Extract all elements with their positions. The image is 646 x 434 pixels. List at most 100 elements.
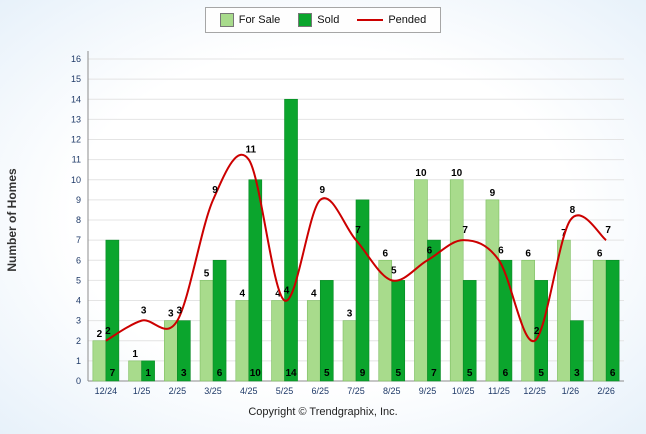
bar-for-sale bbox=[521, 259, 535, 382]
legend-label-sold: Sold bbox=[317, 14, 340, 26]
for-sale-value-label: 3 bbox=[347, 309, 353, 320]
for-sale-value-label: 9 bbox=[490, 188, 496, 199]
bar-sold bbox=[212, 259, 227, 382]
y-tick-label: 9 bbox=[76, 195, 81, 205]
sold-value-label: 7 bbox=[431, 368, 437, 379]
x-tick-label: 7/25 bbox=[347, 386, 365, 396]
pended-line bbox=[105, 153, 607, 342]
pended-value-label: 2 bbox=[105, 326, 111, 337]
bar-sold bbox=[248, 179, 263, 382]
legend-item-for-sale: For Sale bbox=[219, 13, 280, 27]
for-sale-value-label: 1 bbox=[132, 349, 138, 360]
pended-value-label: 3 bbox=[177, 306, 183, 317]
y-axis-title: Number of Homes bbox=[5, 168, 19, 272]
x-tick-label: 12/25 bbox=[523, 386, 546, 396]
sold-value-label: 5 bbox=[395, 368, 401, 379]
y-tick-label: 6 bbox=[76, 255, 81, 265]
x-tick-label: 2/25 bbox=[169, 386, 187, 396]
pended-value-label: 7 bbox=[462, 225, 468, 236]
pended-value-label: 7 bbox=[355, 225, 361, 236]
for-sale-value-label: 4 bbox=[275, 289, 281, 300]
for-sale-value-label: 10 bbox=[451, 168, 463, 179]
for-sale-value-label: 10 bbox=[415, 168, 427, 179]
bar-for-sale bbox=[306, 300, 321, 382]
bar-sold bbox=[141, 360, 155, 382]
pended-line-icon bbox=[357, 19, 384, 21]
for-sale-value-label: 6 bbox=[525, 248, 531, 259]
bar-for-sale bbox=[199, 280, 214, 382]
x-tick-label: 10/25 bbox=[452, 386, 475, 396]
x-tick-label: 9/25 bbox=[419, 386, 437, 396]
pended-value-label: 9 bbox=[319, 185, 325, 196]
x-tick-label: 1/25 bbox=[133, 386, 151, 396]
for-sale-value-label: 6 bbox=[382, 248, 388, 259]
bar-for-sale bbox=[449, 179, 464, 382]
bar-sold bbox=[462, 280, 477, 382]
x-tick-label: 6/25 bbox=[312, 386, 330, 396]
bar-sold bbox=[605, 259, 620, 382]
y-tick-label: 13 bbox=[71, 114, 81, 124]
y-tick-label: 16 bbox=[71, 54, 81, 64]
y-tick-label: 0 bbox=[76, 376, 81, 386]
pended-value-label: 11 bbox=[246, 145, 257, 156]
y-tick-label: 11 bbox=[72, 155, 81, 165]
pended-value-label: 7 bbox=[605, 225, 611, 236]
legend: For Sale Sold Pended bbox=[204, 7, 442, 33]
y-tick-label: 10 bbox=[71, 175, 81, 185]
sold-value-label: 9 bbox=[360, 368, 366, 379]
sold-value-label: 3 bbox=[574, 368, 580, 379]
for-sale-value-label: 5 bbox=[204, 268, 210, 279]
bar-sold bbox=[427, 239, 441, 382]
y-tick-label: 8 bbox=[76, 215, 81, 225]
y-tick-label: 1 bbox=[76, 356, 81, 366]
bar-for-sale bbox=[342, 320, 357, 382]
bar-sold bbox=[177, 320, 191, 382]
x-tick-label: 3/25 bbox=[204, 386, 222, 396]
sold-value-label: 5 bbox=[538, 368, 544, 379]
sold-value-label: 1 bbox=[145, 368, 151, 379]
for-sale-value-label: 2 bbox=[97, 329, 103, 340]
for-sale-value-label: 4 bbox=[311, 289, 317, 300]
y-tick-label: 12 bbox=[71, 135, 81, 145]
bar-for-sale bbox=[557, 239, 571, 382]
bar-sold bbox=[284, 98, 298, 382]
x-tick-label: 1/26 bbox=[562, 386, 580, 396]
sold-swatch-icon bbox=[298, 13, 313, 27]
legend-item-pended: Pended bbox=[357, 14, 426, 26]
bar-for-sale bbox=[378, 259, 393, 382]
bar-sold bbox=[319, 280, 334, 382]
bar-sold bbox=[391, 280, 406, 382]
bar-for-sale bbox=[592, 259, 607, 382]
bar-for-sale bbox=[414, 179, 428, 382]
y-tick-label: 4 bbox=[76, 296, 81, 306]
x-tick-label: 2/26 bbox=[597, 386, 615, 396]
sold-value-label: 3 bbox=[181, 368, 187, 379]
chart-area: 0 1 2 3 4 5 6 7 8 9 10 11 12 13 14 15 16 Number of Homes 1… bbox=[0, 37, 646, 406]
legend-label-pended: Pended bbox=[388, 14, 427, 26]
y-tick-label: 3 bbox=[76, 316, 81, 326]
sold-value-label: 6 bbox=[503, 368, 509, 379]
y-tick-label: 5 bbox=[76, 275, 81, 285]
y-tick-label: 7 bbox=[76, 235, 81, 245]
y-tick-label: 2 bbox=[76, 336, 81, 346]
legend-item-sold: Sold bbox=[298, 13, 339, 27]
pended-value-label: 9 bbox=[212, 185, 218, 196]
pended-value-label: 6 bbox=[498, 245, 504, 256]
sold-value-label: 6 bbox=[217, 368, 223, 379]
x-tick-label: 11/25 bbox=[488, 386, 510, 396]
sold-value-label: 7 bbox=[110, 368, 116, 379]
for-sale-swatch-icon bbox=[219, 13, 234, 27]
bar-sold bbox=[105, 239, 120, 382]
sold-value-label: 5 bbox=[324, 368, 330, 379]
copyright-text: Copyright © Trendgraphix, Inc. bbox=[248, 406, 398, 418]
bar-for-sale bbox=[128, 360, 142, 382]
sold-value-label: 14 bbox=[285, 368, 297, 379]
sold-value-label: 5 bbox=[467, 368, 473, 379]
bar-sold bbox=[570, 320, 584, 382]
pended-value-label: 2 bbox=[534, 326, 540, 337]
bar-for-sale bbox=[235, 300, 250, 382]
sold-value-label: 10 bbox=[250, 368, 262, 379]
y-tick-label: 14 bbox=[71, 94, 81, 104]
